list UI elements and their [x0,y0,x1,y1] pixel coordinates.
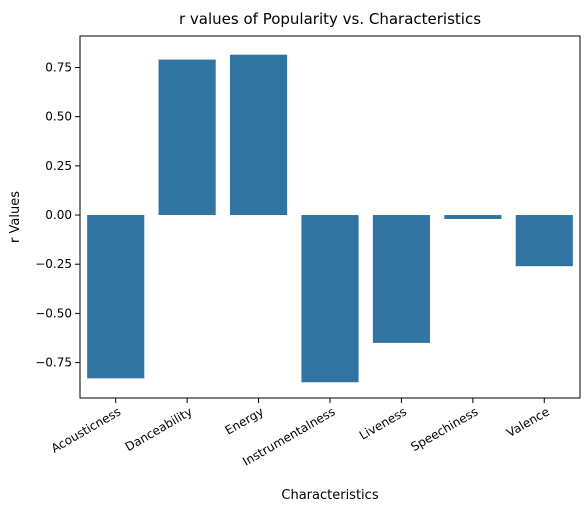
bar-danceability [158,59,216,216]
bar-speechiness [444,215,502,219]
y-axis-label: r Values [8,191,23,243]
y-tick-label: −0.75 [35,356,72,370]
y-tick-label: −0.50 [35,306,72,320]
bar-energy [230,54,288,216]
bar-acousticness [87,215,145,379]
x-tick-label: Danceability [123,404,195,454]
bars-group [87,54,573,383]
bar-instrumentalness [301,215,359,383]
y-tick-label: 0.75 [45,60,72,74]
y-tick-label: 0.50 [45,110,72,124]
y-tick-label: −0.25 [35,257,72,271]
x-axis-label: Characteristics [281,488,378,503]
plot-frame [79,35,581,399]
y-axis: −0.75 −0.50 −0.25 0.00 0.25 0.50 0.75 [35,60,80,370]
x-tick-label: Acousticness [49,404,123,455]
x-axis: Acousticness Danceability EnergyInstrument… [49,398,552,469]
x-tick-label: Energy [223,404,266,437]
x-tick-label: Speechiness [408,404,480,454]
bar-liveness [372,215,430,343]
chart-title: r values of Popularity vs. Characteristi… [179,10,481,28]
x-tick-label: Valence [504,404,552,440]
y-tick-label: 0.25 [45,159,72,173]
x-tick-label: Liveness [357,404,409,442]
y-tick-label: 0.00 [45,208,72,222]
bar-valence [515,215,573,267]
